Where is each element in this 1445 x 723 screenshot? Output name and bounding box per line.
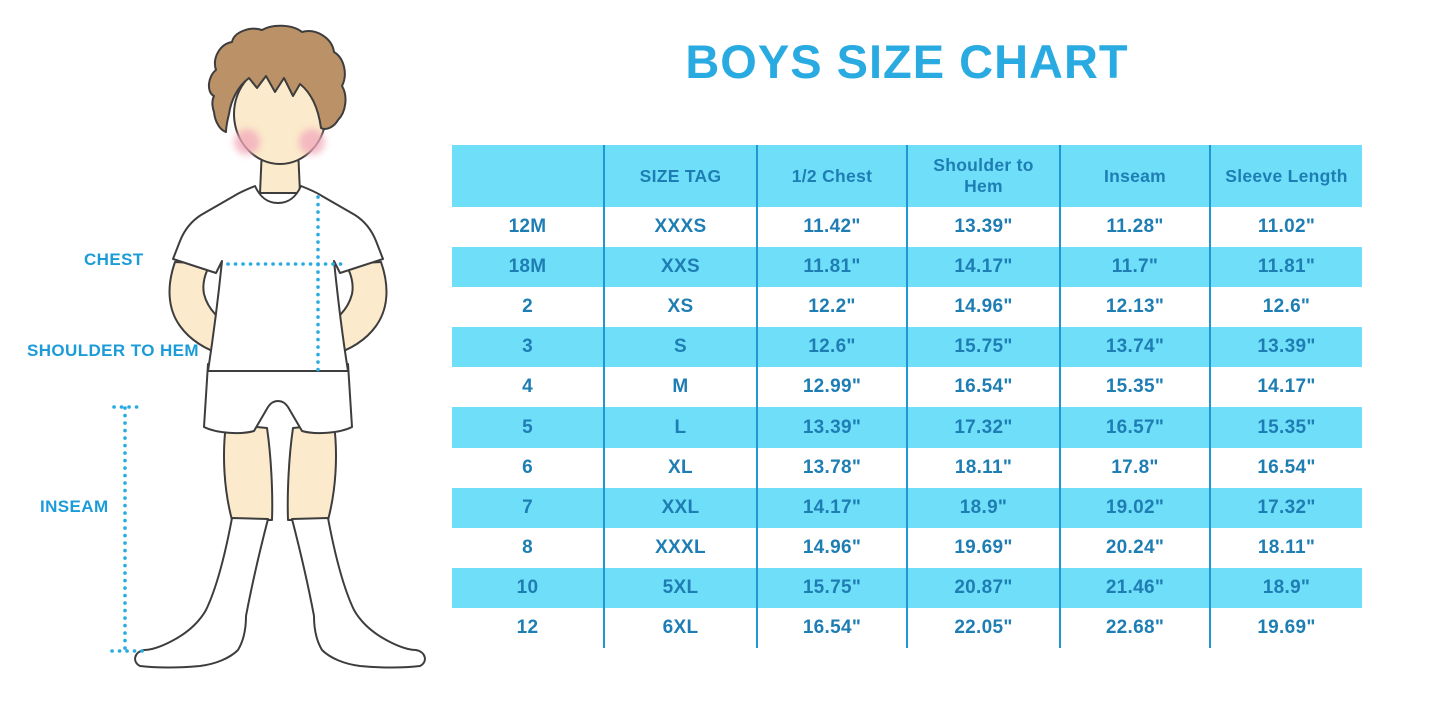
size-cell: 12M bbox=[508, 216, 547, 238]
tag-cell: S bbox=[603, 327, 756, 368]
size-cell: 2 bbox=[522, 296, 533, 318]
shoulder-hem-cell: 14.96" bbox=[906, 287, 1059, 328]
size-cell: 4 bbox=[522, 376, 533, 398]
table-row: 12M XXXS 11.42" 13.39" 11.28" 11.02" bbox=[452, 207, 1362, 248]
shoulder-hem-cell: 16.54" bbox=[906, 367, 1059, 408]
table-row: 3 S 12.6" 15.75" 13.74" 13.39" bbox=[452, 327, 1362, 368]
shoulder-hem-cell: 18.9" bbox=[906, 487, 1059, 528]
size-cell: 5 bbox=[522, 416, 533, 438]
size-cell: 3 bbox=[522, 336, 533, 358]
chest-cell: 12.2" bbox=[756, 287, 906, 328]
sleeve-cell: 12.6" bbox=[1209, 287, 1362, 328]
table-header-row: SIZE TAG 1/2 Chest Shoulder to Hem Insea… bbox=[452, 145, 1362, 207]
chest-cell: 14.17" bbox=[756, 487, 906, 528]
shoulder-hem-cell: 20.87" bbox=[906, 567, 1059, 608]
table-row: 10 5XL 15.75" 20.87" 21.46" 18.9" bbox=[452, 567, 1362, 608]
measurement-diagram: CHEST SHOULDER TO HEM INSEAM bbox=[0, 0, 450, 723]
page-title: BOYS SIZE CHART bbox=[685, 35, 1129, 88]
sleeve-cell: 18.11" bbox=[1209, 527, 1362, 568]
sleeve-cell: 16.54" bbox=[1209, 447, 1362, 488]
legs bbox=[223, 423, 337, 521]
tag-cell: XXXL bbox=[603, 527, 756, 568]
chest-cell: 11.81" bbox=[756, 247, 906, 288]
tag-cell: XXXS bbox=[603, 207, 756, 248]
tag-cell: XS bbox=[603, 287, 756, 328]
tag-cell: XXS bbox=[603, 247, 756, 288]
inseam-cell: 16.57" bbox=[1059, 407, 1209, 448]
inseam-cell: 15.35" bbox=[1059, 367, 1209, 408]
tag-cell: L bbox=[603, 407, 756, 448]
chest-cell: 16.54" bbox=[756, 607, 906, 649]
table-row: 2 XS 12.2" 14.96" 12.13" 12.6" bbox=[452, 287, 1362, 328]
header-cell-size-tag: SIZE TAG bbox=[603, 145, 756, 207]
hair bbox=[208, 24, 347, 133]
inseam-cell: 11.7" bbox=[1059, 247, 1209, 288]
inseam-cell: 19.02" bbox=[1059, 487, 1209, 528]
sleeve-cell: 14.17" bbox=[1209, 367, 1362, 408]
chest-label: CHEST bbox=[84, 250, 144, 269]
table-row: 12 6XL 16.54" 22.05" 22.68" 19.69" bbox=[452, 607, 1362, 649]
sleeve-cell: 18.9" bbox=[1209, 567, 1362, 608]
inseam-cell: 11.28" bbox=[1059, 207, 1209, 248]
shoulder-hem-cell: 17.32" bbox=[906, 407, 1059, 448]
inseam-cell: 20.24" bbox=[1059, 527, 1209, 568]
size-cell: 18M bbox=[508, 256, 547, 278]
shoulder-hem-cell: 14.17" bbox=[906, 247, 1059, 288]
chest-cell: 13.78" bbox=[756, 447, 906, 488]
tag-cell: 5XL bbox=[603, 567, 756, 608]
size-cell: 8 bbox=[522, 536, 533, 558]
chest-cell: 12.99" bbox=[756, 367, 906, 408]
shoulder-hem-cell: 13.39" bbox=[906, 207, 1059, 248]
table-row: 6 XL 13.78" 18.11" 17.8" 16.54" bbox=[452, 447, 1362, 488]
inseam-cell: 17.8" bbox=[1059, 447, 1209, 488]
shoulder-to-hem-label: SHOULDER TO HEM bbox=[27, 341, 199, 360]
header-cell-shoulder-to-hem: Shoulder to Hem bbox=[906, 145, 1059, 207]
boy-figure-illustration bbox=[110, 24, 426, 669]
sleeve-cell: 13.39" bbox=[1209, 327, 1362, 368]
inseam-label: INSEAM bbox=[40, 497, 109, 516]
inseam-cell: 13.74" bbox=[1059, 327, 1209, 368]
sleeve-cell: 11.81" bbox=[1209, 247, 1362, 288]
sleeve-cell: 11.02" bbox=[1209, 207, 1362, 248]
size-cell: 7 bbox=[522, 496, 533, 518]
inseam-cell: 22.68" bbox=[1059, 607, 1209, 649]
sleeve-cell: 19.69" bbox=[1209, 607, 1362, 649]
cheeks bbox=[234, 129, 325, 155]
size-cell: 10 bbox=[516, 576, 539, 598]
table-row: 18M XXS 11.81" 14.17" 11.7" 11.81" bbox=[452, 247, 1362, 288]
inseam-cell: 21.46" bbox=[1059, 567, 1209, 608]
sleeve-cell: 17.32" bbox=[1209, 487, 1362, 528]
shoulder-hem-cell: 19.69" bbox=[906, 527, 1059, 568]
chest-cell: 15.75" bbox=[756, 567, 906, 608]
shoulder-hem-cell: 18.11" bbox=[906, 447, 1059, 488]
size-cell: 12 bbox=[516, 616, 539, 638]
table-row: 4 M 12.99" 16.54" 15.35" 14.17" bbox=[452, 367, 1362, 408]
chest-cell: 13.39" bbox=[756, 407, 906, 448]
chest-cell: 11.42" bbox=[756, 207, 906, 248]
size-table: SIZE TAG 1/2 Chest Shoulder to Hem Insea… bbox=[452, 145, 1362, 649]
header-cell-sleeve-length: Sleeve Length bbox=[1209, 145, 1362, 207]
shoulder-hem-cell: 15.75" bbox=[906, 327, 1059, 368]
t-shirt bbox=[172, 185, 384, 372]
table-row: 8 XXXL 14.96" 19.69" 20.24" 18.11" bbox=[452, 527, 1362, 568]
chest-cell: 14.96" bbox=[756, 527, 906, 568]
shorts bbox=[203, 363, 353, 435]
shoulder-hem-cell: 22.05" bbox=[906, 607, 1059, 649]
sleeve-cell: 15.35" bbox=[1209, 407, 1362, 448]
inseam-cell: 12.13" bbox=[1059, 287, 1209, 328]
header-cell-blank bbox=[452, 145, 603, 207]
header-cell-half-chest: 1/2 Chest bbox=[756, 145, 906, 207]
header-cell-inseam: Inseam bbox=[1059, 145, 1209, 207]
size-cell: 6 bbox=[522, 456, 533, 478]
table-row: 7 XXL 14.17" 18.9" 19.02" 17.32" bbox=[452, 487, 1362, 528]
tag-cell: XL bbox=[603, 447, 756, 488]
table-row: 5 L 13.39" 17.32" 16.57" 15.35" bbox=[452, 407, 1362, 448]
tag-cell: 6XL bbox=[603, 607, 756, 649]
socks bbox=[134, 517, 426, 669]
chest-cell: 12.6" bbox=[756, 327, 906, 368]
tag-cell: M bbox=[603, 367, 756, 408]
tag-cell: XXL bbox=[603, 487, 756, 528]
